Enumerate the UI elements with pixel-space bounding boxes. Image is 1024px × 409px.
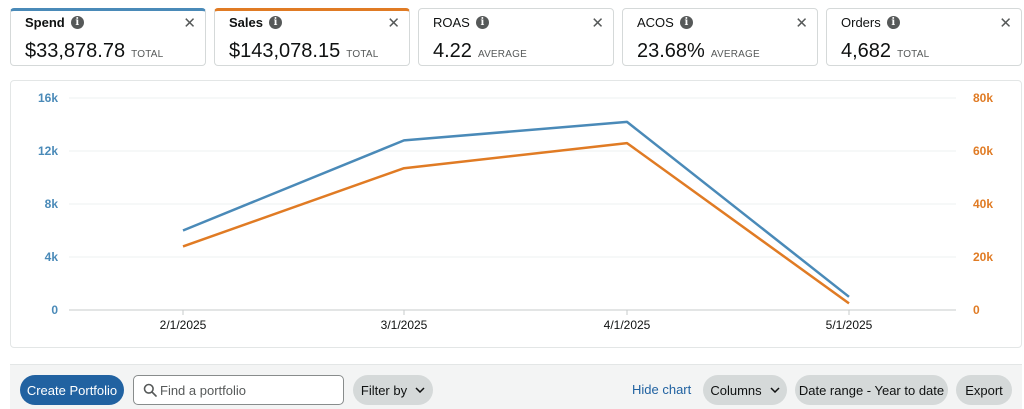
metric-value: $143,078.15 TOTAL (229, 40, 379, 63)
filter-by-button[interactable]: Filter by (353, 375, 433, 405)
metric-number: $33,878.78 (25, 40, 126, 62)
metric-header: Spend i (25, 15, 84, 30)
metric-aggregate: TOTAL (346, 49, 379, 60)
close-icon[interactable]: ✕ (999, 15, 1012, 32)
metric-number: $143,078.15 (229, 40, 341, 62)
metric-value: 4,682 TOTAL (841, 40, 929, 63)
metric-card-spend[interactable]: Spend i ✕ $33,878.78 TOTAL (10, 8, 206, 66)
date-range-button[interactable]: Date range - Year to date (795, 375, 948, 405)
y-left-tick-label: 0 (51, 303, 58, 317)
y-left-tick-label: 16k (38, 91, 58, 105)
line-chart: 0 0 4k 20k 8k 40k 12k 60k 16k 80k 2/1/2025 3/1/2025… (38, 91, 993, 332)
metric-name: Orders (841, 15, 881, 30)
metric-card-sales[interactable]: Sales i ✕ $143,078.15 TOTAL (214, 8, 410, 66)
metrics-bar: Spend i ✕ $33,878.78 TOTAL Sales i ✕ $14… (10, 8, 1022, 66)
metric-aggregate: TOTAL (131, 49, 164, 60)
search-input[interactable] (160, 380, 338, 400)
y-left-tick-label: 4k (45, 250, 59, 264)
create-portfolio-button[interactable]: Create Portfolio (20, 375, 124, 405)
metric-aggregate: AVERAGE (477, 49, 527, 60)
y-left-tick-label: 8k (45, 197, 59, 211)
metric-number: 4.22 (433, 40, 472, 62)
search-box[interactable] (133, 375, 344, 405)
metric-name: ROAS (433, 15, 470, 30)
info-icon[interactable]: i (70, 16, 84, 29)
metric-name: Sales (229, 15, 263, 30)
portfolio-toolbar: Create Portfolio Filter by Hide chart Co… (10, 364, 1022, 409)
metric-card-acos[interactable]: ACOS i ✕ 23.68% AVERAGE (622, 8, 818, 66)
metric-name: ACOS (637, 15, 674, 30)
chart-panel: 0 0 4k 20k 8k 40k 12k 60k 16k 80k 2/1/2025 3/1/2025… (10, 80, 1022, 348)
columns-button[interactable]: Columns (703, 375, 787, 405)
filter-by-label: Filter by (360, 382, 408, 398)
chevron-down-icon (770, 387, 780, 393)
metric-aggregate: AVERAGE (710, 49, 760, 60)
y-right-tick-label: 20k (973, 250, 993, 264)
metric-aggregate: TOTAL (897, 49, 930, 60)
metric-number: 4,682 (841, 40, 892, 62)
y-right-tick-label: 0 (973, 303, 980, 317)
metric-card-orders[interactable]: Orders i ✕ 4,682 TOTAL (826, 8, 1022, 66)
hide-chart-link[interactable]: Hide chart (632, 382, 692, 397)
info-icon[interactable]: i (268, 16, 282, 29)
metric-header: ACOS i (637, 15, 693, 30)
y-right-tick-label: 40k (973, 197, 993, 211)
x-tick-label: 4/1/2025 (604, 318, 651, 332)
info-icon[interactable]: i (679, 16, 693, 29)
y-right-tick-label: 80k (973, 91, 993, 105)
metric-header: Sales i (229, 15, 282, 30)
y-right-tick-label: 60k (973, 144, 993, 158)
close-icon[interactable]: ✕ (387, 15, 400, 32)
close-icon[interactable]: ✕ (183, 15, 196, 32)
search-icon (143, 383, 157, 397)
close-icon[interactable]: ✕ (591, 15, 604, 32)
y-left-tick-label: 12k (38, 144, 58, 158)
metric-number: 23.68% (637, 40, 705, 62)
info-icon[interactable]: i (475, 16, 489, 29)
metric-header: Orders i (841, 15, 900, 30)
metric-name: Spend (25, 15, 65, 30)
chevron-down-icon (415, 387, 425, 393)
series-line-spend (182, 120, 850, 298)
metric-value: $33,878.78 TOTAL (25, 40, 163, 63)
x-tick-label: 3/1/2025 (381, 318, 428, 332)
x-tick-label: 5/1/2025 (826, 318, 873, 332)
metric-value: 23.68% AVERAGE (637, 40, 760, 63)
metric-header: ROAS i (433, 15, 489, 30)
x-tick-label: 2/1/2025 (160, 318, 207, 332)
close-icon[interactable]: ✕ (795, 15, 808, 32)
export-button[interactable]: Export (956, 375, 1012, 405)
series-line-sales (182, 141, 850, 305)
metric-value: 4.22 AVERAGE (433, 40, 527, 63)
info-icon[interactable]: i (886, 16, 900, 29)
columns-label: Columns (710, 382, 762, 398)
metric-card-roas[interactable]: ROAS i ✕ 4.22 AVERAGE (418, 8, 614, 66)
